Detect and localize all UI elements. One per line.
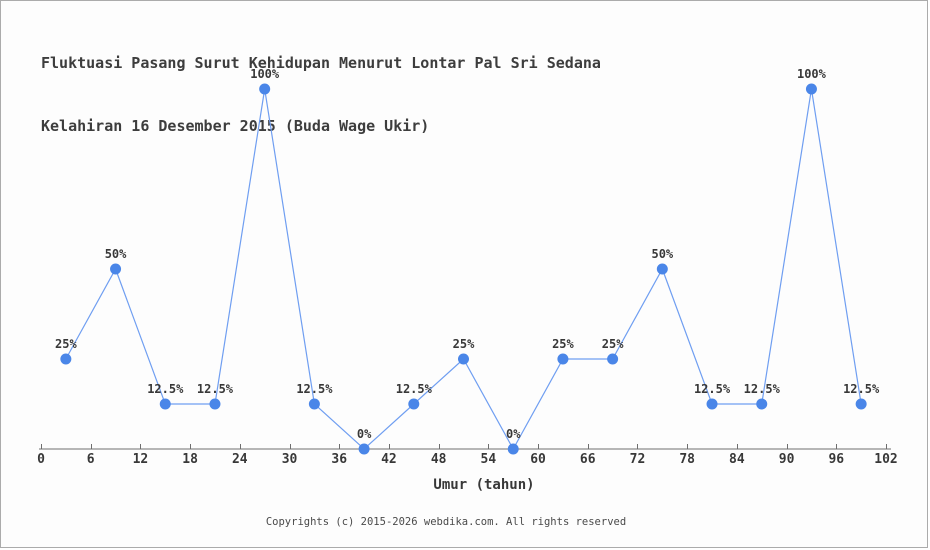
data-point-marker <box>308 398 320 410</box>
data-point-label: 50% <box>651 247 673 261</box>
data-point-label: 100% <box>250 67 280 81</box>
data-point-marker <box>259 83 271 95</box>
x-axis-tick-label: 12 <box>133 452 149 467</box>
data-point-label: 100% <box>797 67 827 81</box>
data-point-label: 0% <box>506 427 521 441</box>
x-axis-tick-label: 24 <box>232 452 248 467</box>
x-axis-tick-label: 60 <box>530 452 546 467</box>
x-axis-tick-label: 48 <box>431 452 447 467</box>
x-axis-tick-label: 18 <box>182 452 198 467</box>
data-point-label: 12.5% <box>147 382 184 396</box>
x-axis-tick-label: 30 <box>282 452 298 467</box>
data-point-marker <box>855 398 867 410</box>
x-axis-tick-label: 102 <box>874 452 897 467</box>
x-axis-tick-label: 36 <box>331 452 347 467</box>
copyright-text: Copyrights (c) 2015-2026 webdika.com. Al… <box>265 516 627 528</box>
data-point-marker <box>805 83 817 95</box>
data-point-label: 12.5% <box>396 382 433 396</box>
data-point-label: 25% <box>552 337 574 351</box>
data-point-marker <box>557 353 569 365</box>
data-point-label: 25% <box>55 337 77 351</box>
data-point-marker <box>607 353 619 365</box>
data-point-marker <box>656 263 668 275</box>
x-axis-tick-label: 6 <box>87 452 95 467</box>
x-axis-tick-label: 90 <box>779 452 795 467</box>
data-point-marker <box>110 263 122 275</box>
data-point-label: 12.5% <box>197 382 234 396</box>
data-line <box>65 88 862 451</box>
data-point-marker <box>209 398 221 410</box>
data-point-marker <box>507 443 519 455</box>
data-point-marker <box>756 398 768 410</box>
x-axis-tick-label: 72 <box>630 452 646 467</box>
data-point-label: 50% <box>105 247 127 261</box>
x-axis-tick-label: 42 <box>381 452 397 467</box>
x-axis-tick-label: 0 <box>37 452 45 467</box>
data-point-label: 12.5% <box>694 382 731 396</box>
x-axis-tick-label: 78 <box>679 452 695 467</box>
data-point-label: 12.5% <box>744 382 781 396</box>
x-axis-tick-label: 84 <box>729 452 745 467</box>
data-point-marker <box>706 398 718 410</box>
x-axis-tick-label: 54 <box>481 452 497 467</box>
data-point-label: 0% <box>357 427 372 441</box>
chart-title-line1: Fluktuasi Pasang Surut Kehidupan Menurut… <box>41 54 601 72</box>
data-point-label: 25% <box>602 337 624 351</box>
x-axis-tick-label: 96 <box>828 452 844 467</box>
data-point-marker <box>60 353 72 365</box>
x-axis-title: Umur (tahun) <box>433 477 534 493</box>
data-point-label: 25% <box>453 337 475 351</box>
data-point-marker <box>358 443 370 455</box>
data-point-marker <box>458 353 469 365</box>
data-point-label: 12.5% <box>296 382 333 396</box>
data-point-label: 12.5% <box>843 382 880 396</box>
chart-title: Fluktuasi Pasang Surut Kehidupan Menurut… <box>41 11 601 179</box>
data-point-marker <box>408 398 420 410</box>
x-axis-tick-label: 66 <box>580 452 596 467</box>
data-point-marker <box>159 398 171 410</box>
chart-title-line2: Kelahiran 16 Desember 2015 (Buda Wage Uk… <box>41 117 430 135</box>
